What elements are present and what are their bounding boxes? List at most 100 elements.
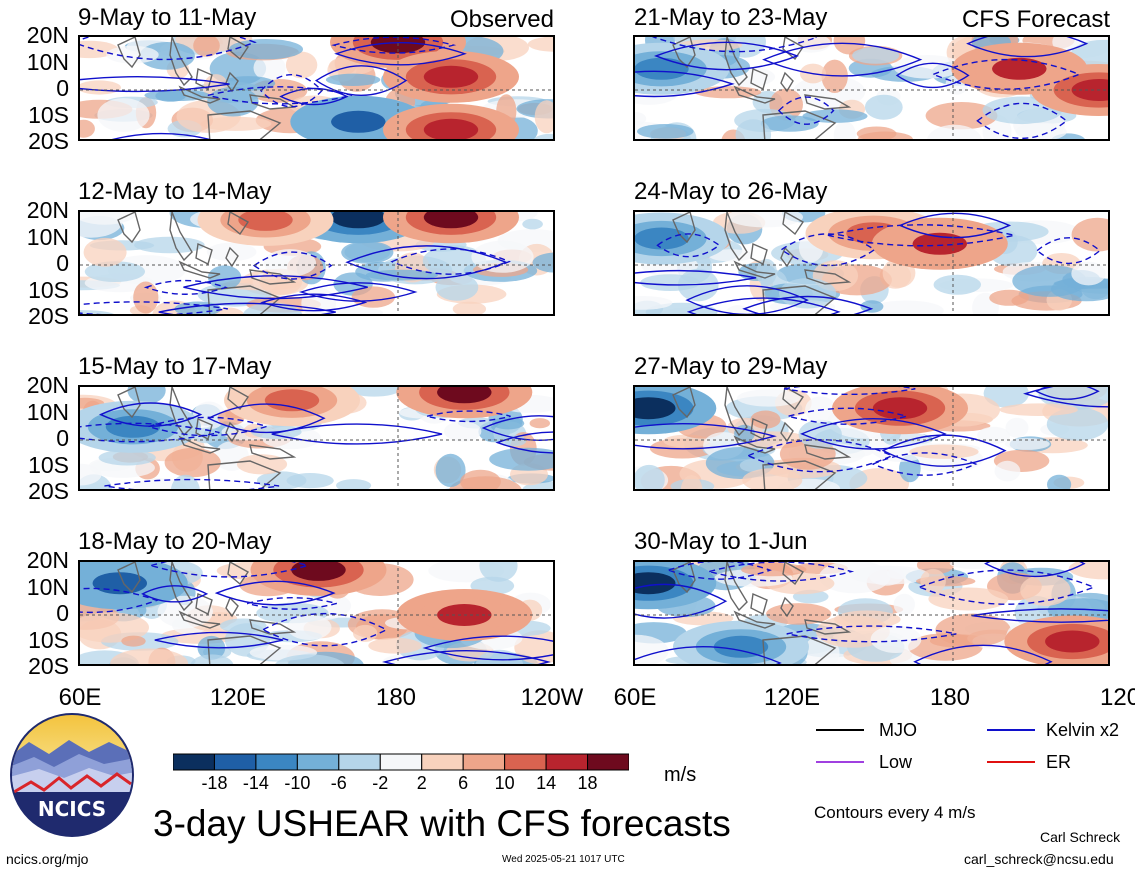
kelvin-contour [261, 612, 388, 647]
shear-texture-blob [444, 421, 482, 442]
coastline [782, 212, 805, 236]
coastline [780, 246, 794, 268]
shear-texture-blob [527, 37, 553, 52]
shear-texture-blob [1071, 261, 1106, 286]
colorbar-tick-label: 10 [494, 773, 515, 793]
shear-texture-blob [850, 565, 930, 585]
kelvin-contour [971, 608, 1108, 623]
kelvin-contour [654, 41, 799, 71]
kelvin-contour [259, 74, 323, 108]
kelvin-contour [635, 269, 757, 286]
shear-texture-blob [1020, 574, 1071, 606]
shear-texture-blob [833, 120, 856, 139]
shear-texture-blob [368, 637, 422, 654]
legend-mjo-label: MJO [879, 720, 917, 740]
coastline [207, 285, 282, 314]
legend-er-line [987, 761, 1035, 763]
shear-texture-blob [935, 613, 1011, 647]
lon-label-60e-right: 60E [613, 684, 657, 711]
lat-label: 10N [26, 48, 69, 75]
shear-texture-blob [514, 630, 553, 664]
lon-label-120w-right: 120W [1100, 684, 1135, 711]
colorbar-swatch [213, 753, 257, 771]
kelvin-contour [656, 233, 721, 258]
coastline [227, 37, 250, 61]
map-panel-8 [633, 560, 1110, 666]
colorbar-tick-label: 6 [458, 773, 469, 793]
shear-texture-blob [471, 240, 534, 273]
coastline [195, 67, 213, 91]
kelvin-contour [247, 597, 337, 610]
footer-email[interactable]: carl_schreck@ncsu.edu [964, 851, 1114, 867]
shear-texture-blob [84, 261, 145, 282]
kelvin-contour [686, 297, 841, 314]
legend-low-label: Low [879, 752, 913, 772]
kelvin-contour [426, 410, 511, 423]
shear-region-1 [635, 572, 676, 595]
shear-texture-blob [533, 133, 553, 139]
legend-low-line [816, 761, 864, 763]
kelvin-contour [99, 402, 203, 427]
colorbar-swatch [421, 753, 464, 771]
coastline [178, 85, 221, 104]
colorbar-tick-label: 18 [577, 773, 598, 793]
lat-label: 20S [28, 653, 69, 679]
kelvin-contour [785, 407, 910, 425]
map-panel-svg [635, 37, 1108, 139]
coastline [195, 592, 213, 616]
shear-texture-blob [1015, 122, 1067, 139]
observed-label: Observed [449, 6, 554, 33]
kelvin-contour [786, 625, 957, 643]
shear-texture-blob [893, 593, 915, 616]
panel-title-5: 21-May to 23-May [634, 4, 828, 31]
shear-texture-blob [737, 389, 801, 407]
kelvin-contour [298, 282, 418, 302]
shear-region-0 [331, 212, 386, 229]
shear-region-2 [238, 212, 293, 231]
shear-texture-blob [933, 274, 981, 295]
coastline [117, 562, 141, 594]
shear-texture-blob [1047, 474, 1072, 489]
shear-texture-blob [999, 403, 1078, 416]
shear-texture-blob [893, 55, 963, 79]
coastline [249, 94, 297, 110]
coastline [207, 110, 282, 139]
coastline [169, 562, 193, 612]
lat-label: 10S [28, 276, 69, 303]
kelvin-contour [666, 562, 772, 580]
kelvin-contour [481, 415, 553, 441]
lat-label: 0 [56, 425, 69, 451]
shear-texture-blob [798, 419, 842, 449]
ncics-logo: NCICS [9, 712, 135, 838]
kelvin-contour [895, 62, 970, 89]
shear-texture-blob [724, 305, 751, 314]
map-panel-svg [80, 212, 553, 314]
lat-label: 20S [28, 303, 69, 329]
lat-label: 0 [56, 75, 69, 101]
shear-texture-blob [779, 278, 837, 309]
shear-texture-blob [170, 474, 200, 489]
footer-url[interactable]: ncics.org/mjo [6, 851, 89, 867]
shear-texture-blob [492, 417, 525, 430]
lat-label: 20N [26, 197, 69, 223]
lat-label: 20S [28, 478, 69, 504]
colorbar-tick-label: -6 [330, 773, 347, 793]
kelvin-contour [314, 65, 408, 96]
legend-er-label: ER [1046, 752, 1072, 772]
shear-texture-blob [1068, 562, 1108, 580]
shear-texture-blob [742, 468, 803, 489]
kelvin-contour [871, 452, 978, 476]
shear-texture-blob [127, 387, 166, 404]
footer-timestamp: Wed 2025-05-21 1017 UTC [502, 854, 625, 865]
kelvin-contour [104, 478, 280, 489]
kelvin-contour [931, 58, 1081, 90]
panel-title-4: 18-May to 20-May [78, 528, 272, 555]
lat-label: 20S [28, 128, 69, 154]
shear-texture-blob [190, 654, 234, 664]
shear-texture-blob [133, 281, 159, 314]
shear-texture-blob [793, 75, 866, 109]
map-panel-svg [80, 37, 553, 139]
shear-texture-blob [852, 47, 900, 64]
contours-note: Contours every 4 m/s [814, 803, 976, 822]
map-panel-svg [80, 387, 553, 489]
